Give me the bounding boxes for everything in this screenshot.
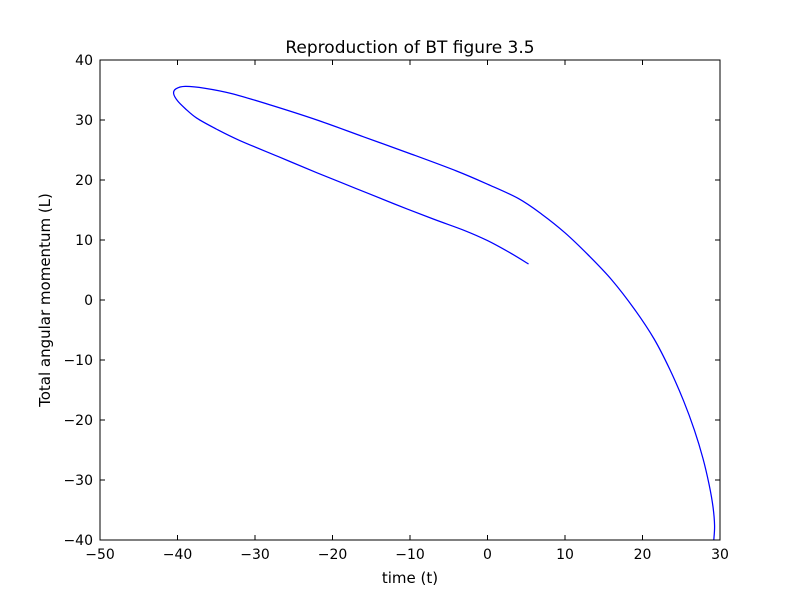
y-tick-label: −10 (63, 353, 93, 369)
x-tick-label: 20 (634, 547, 652, 563)
x-tick-label: −10 (395, 547, 425, 563)
plot-frame (99, 59, 721, 541)
x-tick-label: 10 (556, 547, 574, 563)
y-tick-label: −40 (63, 533, 93, 549)
x-tick-label: −20 (318, 547, 348, 563)
y-tick-label: 20 (75, 173, 93, 189)
y-axis-label: Total angular momentum (L) (36, 193, 54, 408)
y-tick-label: 0 (84, 293, 93, 309)
x-tick-label: −30 (240, 547, 270, 563)
x-axis-label: time (t) (382, 569, 438, 587)
y-tick-label: 10 (75, 233, 93, 249)
series-line (172, 85, 716, 541)
x-tick-label: −50 (85, 547, 115, 563)
x-tick-label: 0 (483, 547, 492, 563)
chart-title: Reproduction of BT figure 3.5 (285, 38, 534, 58)
y-tick-label: −30 (63, 473, 93, 489)
y-tick-label: 40 (75, 53, 93, 69)
plot-area (100, 60, 720, 540)
tick-labels: −50 −40 −30 −20 −10 0 10 20 30−40−30−20−10010203… (63, 53, 728, 563)
x-tick-label: 30 (711, 547, 729, 563)
y-tick-label: −20 (63, 413, 93, 429)
y-tick-label: 30 (75, 113, 93, 129)
x-tick-label: −40 (163, 547, 193, 563)
